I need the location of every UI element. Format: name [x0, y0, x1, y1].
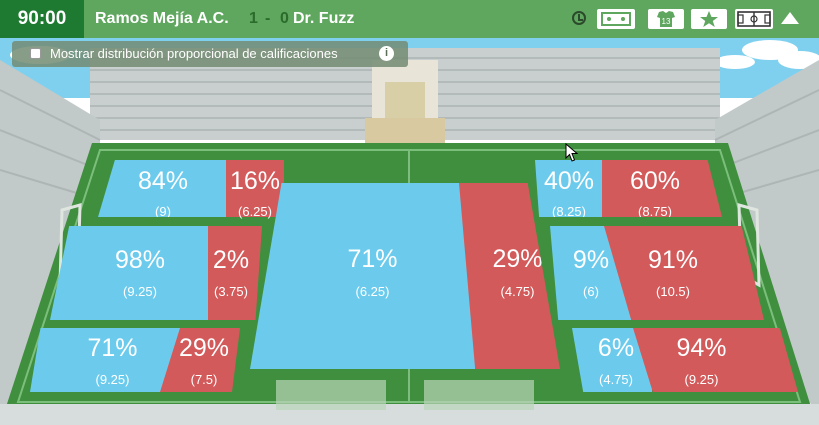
zone-rating: (9): [155, 204, 171, 219]
info-icon[interactable]: i: [379, 46, 394, 61]
shirt-icon[interactable]: 13: [648, 9, 684, 29]
zone-rating: (10.5): [656, 284, 690, 299]
zone-percentage: 71%: [347, 245, 398, 273]
away-team-name[interactable]: Dr. Fuzz: [293, 10, 355, 27]
zone-percentage: 84%: [137, 167, 189, 195]
zone-rating: (9.25): [684, 372, 719, 387]
zone-right-top-home[interactable]: 40% (8.25): [535, 160, 603, 217]
proportional-distribution-toggle[interactable]: Mostrar distribución proporcional de cal…: [12, 41, 408, 67]
zone-percentage: 71%: [87, 334, 138, 362]
zone-percentage: 2%: [212, 246, 250, 274]
zone-left-bottom-home[interactable]: 71% (9.25): [30, 328, 180, 392]
zone-percentage: 40%: [543, 167, 595, 195]
away-score: 0: [280, 10, 289, 27]
zone-percentage: 60%: [629, 167, 681, 195]
mouse-cursor-icon: [565, 143, 579, 162]
star-icon[interactable]: [691, 9, 727, 29]
zone-percentage: 29%: [492, 245, 543, 273]
zone-rating: (6.25): [238, 204, 272, 219]
zone-percentage: 98%: [114, 246, 166, 274]
match-clock: 90:00: [0, 0, 84, 38]
zone-rating: (4.75): [599, 372, 633, 387]
proportional-distribution-checkbox[interactable]: [30, 48, 41, 59]
clock-icon[interactable]: [572, 11, 586, 25]
zone-left-middle-away[interactable]: 2% (3.75): [208, 226, 262, 320]
zone-rating: (4.75): [500, 284, 535, 299]
zone-percentage: 91%: [647, 246, 699, 274]
collapse-icon[interactable]: [781, 12, 799, 24]
home-team-name[interactable]: Ramos Mejía A.C.: [95, 10, 229, 27]
zone-percentage: 94%: [676, 334, 727, 362]
home-score: 1: [249, 10, 258, 27]
proportional-distribution-label: Mostrar distribución proporcional de cal…: [50, 46, 338, 61]
zone-rating: (6.25): [355, 284, 390, 299]
zone-rating: (8.75): [638, 204, 672, 219]
zone-rating: (9.25): [123, 284, 157, 299]
zone-percentage: 6%: [597, 334, 635, 362]
zone-percentage: 9%: [572, 246, 610, 274]
zone-right-bottom-away[interactable]: 94% (9.25): [633, 328, 798, 392]
zone-percentage: 29%: [178, 334, 230, 362]
zone-percentage: 16%: [229, 167, 281, 195]
zone-left-top-away[interactable]: 16% (6.25): [226, 160, 284, 219]
zone-rating: (8.25): [552, 204, 586, 219]
zone-rating: (6): [583, 284, 599, 299]
pitch-icon[interactable]: [735, 9, 773, 29]
zone-rating: (3.75): [214, 284, 248, 299]
match-header: 90:00 Ramos Mejía A.C. 1 - 0 Dr. Fuzz 13: [0, 0, 819, 38]
zone-right-middle-away[interactable]: 91% (10.5): [604, 226, 764, 320]
shirt-number: 13: [662, 17, 671, 26]
score-separator: -: [265, 10, 271, 27]
zone-center-home[interactable]: 71% (6.25): [250, 183, 475, 369]
zone-left-top-home[interactable]: 84% (9): [98, 160, 228, 217]
zone-rating: (7.5): [190, 372, 218, 387]
zone-left-middle-home[interactable]: 98% (9.25): [50, 226, 210, 320]
zone-right-top-away[interactable]: 60% (8.75): [602, 160, 722, 217]
zone-rating: (9.25): [95, 372, 130, 387]
tactics-icon[interactable]: [597, 9, 635, 29]
